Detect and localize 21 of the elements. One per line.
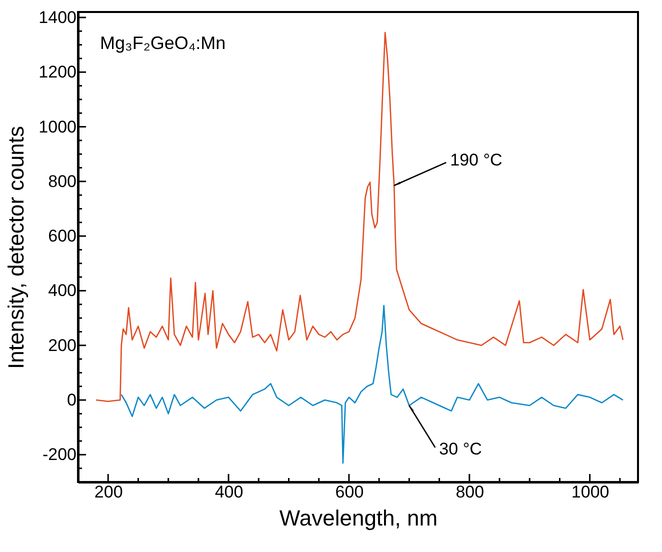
y-tick-label: 200 — [48, 336, 76, 355]
y-tick-label: -200 — [42, 445, 76, 464]
annotation: 30 °C — [439, 439, 482, 458]
annotation: Mg₃F₂GeO₄:Mn — [100, 33, 226, 53]
y-tick-label: 1400 — [38, 8, 76, 27]
x-tick-label: 1000 — [571, 482, 610, 502]
y-tick-label: 0 — [67, 390, 76, 410]
line-series — [95, 32, 624, 402]
y-axis-title: Intensity, detector counts — [4, 126, 29, 369]
annotation: 190 °C — [450, 150, 502, 170]
y-tick-label: 1200 — [38, 62, 76, 82]
x-tick-label: 400 — [214, 482, 244, 502]
x-tick-label: 600 — [335, 482, 364, 502]
line-series — [120, 304, 624, 464]
y-tick-label: 800 — [48, 172, 76, 191]
y-tick-label: 1000 — [38, 117, 76, 136]
y-tick-label: 600 — [48, 226, 76, 246]
x-tick-label: 200 — [94, 482, 123, 502]
y-tick-label: 400 — [48, 281, 76, 300]
x-tick-label: 800 — [456, 482, 484, 502]
x-axis-title: Wavelength, nm — [279, 506, 438, 530]
